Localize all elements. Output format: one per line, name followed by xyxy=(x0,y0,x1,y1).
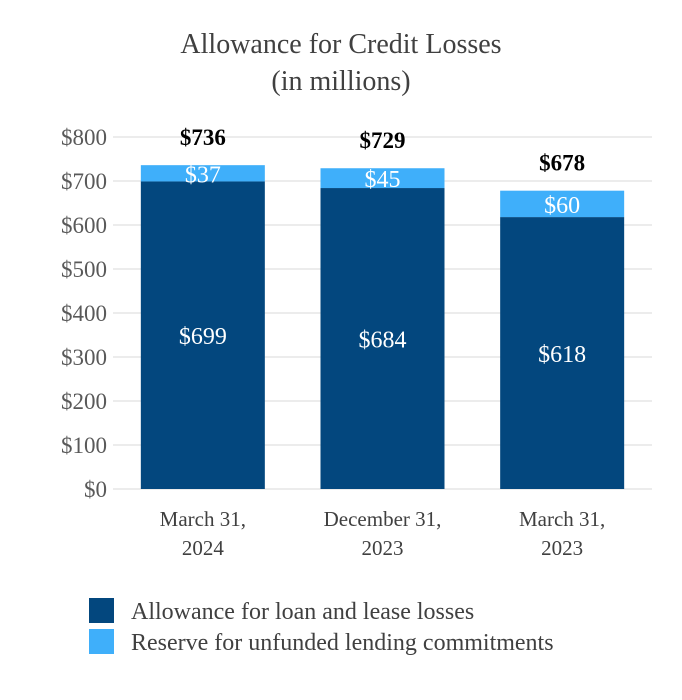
y-tick-label: $300 xyxy=(61,345,107,370)
data-label: $45 xyxy=(365,167,401,193)
data-label: $37 xyxy=(185,162,221,188)
x-tick-label: 2023 xyxy=(541,536,583,560)
data-label: $60 xyxy=(544,193,580,219)
legend: Allowance for loan and lease losses Reser… xyxy=(89,598,554,656)
total-label: $678 xyxy=(539,151,585,176)
y-tick-label: $100 xyxy=(61,433,107,458)
y-tick-label: $400 xyxy=(61,301,107,326)
x-tick-label: 2023 xyxy=(362,536,404,560)
total-label: $736 xyxy=(180,125,226,150)
bar-segment-reserve xyxy=(140,165,265,182)
legend-swatch xyxy=(89,629,114,654)
y-tick-label: $700 xyxy=(61,169,107,194)
data-label: $699 xyxy=(179,324,227,350)
x-tick-label: March 31, xyxy=(519,507,605,531)
x-tick-label: March 31, xyxy=(160,507,246,531)
legend-label: Allowance for loan and lease losses xyxy=(131,599,474,625)
x-axis-ticks: March 31, 2024 December 31, 2023 March 31, 20… xyxy=(160,507,606,560)
y-axis-ticks: $0 $100 $200 $300 $400 $500 $600 $700 $800 xyxy=(61,125,107,502)
bar-segment-reserve xyxy=(500,190,625,218)
bar-segment-reserve xyxy=(320,168,445,189)
legend-label: Reserve for unfunded lending commitments xyxy=(131,630,554,656)
y-tick-label: $0 xyxy=(84,477,107,502)
y-tick-label: $600 xyxy=(61,213,107,238)
data-label: $618 xyxy=(538,342,586,368)
x-tick-label: December 31, xyxy=(324,507,442,531)
bar-segment-allowance xyxy=(500,217,625,489)
legend-swatch xyxy=(89,598,114,623)
chart-title: Allowance for Credit Losses xyxy=(180,29,501,60)
y-tick-label: $500 xyxy=(61,257,107,282)
bar-segment-allowance xyxy=(140,181,265,489)
total-label: $729 xyxy=(360,128,406,153)
y-tick-label: $800 xyxy=(61,125,107,150)
x-tick-label: 2024 xyxy=(182,536,225,560)
y-tick-label: $200 xyxy=(61,389,107,414)
data-label: $684 xyxy=(359,328,407,354)
bars: $699 $37 $736 $684 $45 $729 $618 $60 $678 xyxy=(140,125,625,490)
bar-segment-allowance xyxy=(320,188,445,490)
chart-subtitle: (in millions) xyxy=(271,66,410,97)
